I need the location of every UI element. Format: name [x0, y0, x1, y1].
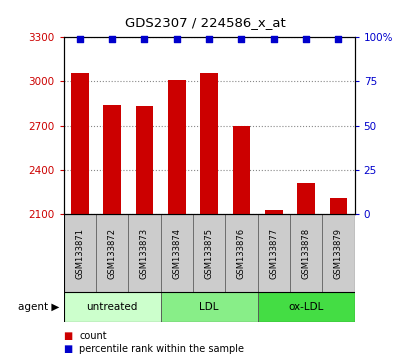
Point	[141, 36, 147, 42]
Point	[335, 36, 341, 42]
Bar	[160, 292, 257, 322]
Text: GSM133872: GSM133872	[107, 228, 116, 279]
Text: GSM133875: GSM133875	[204, 228, 213, 279]
Point	[270, 36, 276, 42]
Bar	[128, 214, 160, 292]
Text: GSM133879: GSM133879	[333, 228, 342, 279]
Bar	[167, 80, 185, 214]
Text: GSM133874: GSM133874	[172, 228, 181, 279]
Text: ■: ■	[63, 344, 73, 354]
Point	[238, 36, 244, 42]
Bar	[160, 214, 193, 292]
Text: untreated: untreated	[86, 302, 137, 312]
Bar	[329, 198, 346, 214]
Text: percentile rank within the sample: percentile rank within the sample	[79, 344, 243, 354]
Text: count: count	[79, 331, 106, 341]
Bar	[200, 73, 218, 214]
Bar	[135, 107, 153, 214]
Bar	[96, 214, 128, 292]
Bar	[103, 105, 121, 214]
Bar	[193, 214, 225, 292]
Bar	[321, 214, 354, 292]
Text: agent ▶: agent ▶	[18, 302, 59, 312]
Text: GDS2307 / 224586_x_at: GDS2307 / 224586_x_at	[124, 16, 285, 29]
Bar	[257, 292, 354, 322]
Bar	[232, 126, 250, 214]
Text: GSM133873: GSM133873	[139, 228, 148, 279]
Text: ox-LDL: ox-LDL	[288, 302, 323, 312]
Bar	[71, 73, 88, 214]
Text: GSM133877: GSM133877	[269, 228, 278, 279]
Bar	[264, 210, 282, 214]
Point	[173, 36, 180, 42]
Point	[76, 36, 83, 42]
Bar	[297, 183, 314, 214]
Text: GSM133878: GSM133878	[301, 228, 310, 279]
Text: LDL: LDL	[199, 302, 218, 312]
Bar	[289, 214, 321, 292]
Point	[205, 36, 212, 42]
Bar	[225, 214, 257, 292]
Text: GSM133876: GSM133876	[236, 228, 245, 279]
Bar	[257, 214, 289, 292]
Bar	[63, 214, 96, 292]
Point	[108, 36, 115, 42]
Text: GSM133871: GSM133871	[75, 228, 84, 279]
Point	[302, 36, 309, 42]
Bar	[63, 292, 160, 322]
Text: ■: ■	[63, 331, 73, 341]
